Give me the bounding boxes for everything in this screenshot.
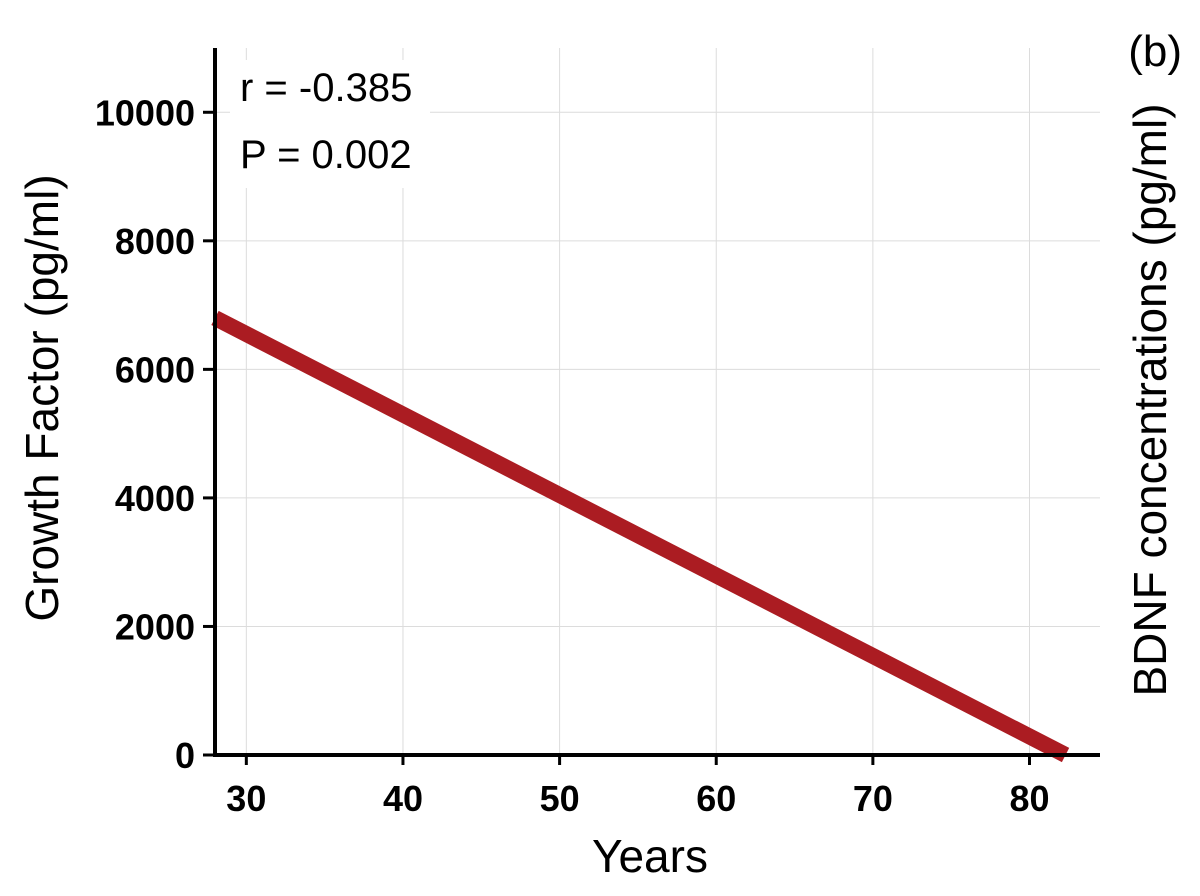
y-tick-label: 2000: [115, 606, 195, 647]
x-tick-label: 70: [853, 778, 893, 819]
x-axis-title: Years: [592, 830, 708, 882]
axes: [213, 48, 1100, 757]
panel-label: (b): [1128, 27, 1182, 76]
y-tick-label: 10000: [95, 92, 195, 133]
regression-line: [211, 310, 1070, 763]
annotation-background: [230, 60, 430, 188]
x-tick-label: 40: [383, 778, 423, 819]
y-tick-label: 0: [175, 735, 195, 776]
y-tick-label: 6000: [115, 349, 195, 390]
y-axis-title: Growth Factor (pg/ml): [16, 174, 68, 621]
x-axis-ticks: 30 40 50 60 70 80: [226, 755, 1050, 819]
y-tick-label: 4000: [115, 478, 195, 519]
y-axis-ticks: 0 2000 4000 6000 8000 10000: [95, 92, 215, 776]
y-tick-label: 8000: [115, 221, 195, 262]
x-tick-label: 50: [540, 778, 580, 819]
plot-series: [211, 310, 1070, 763]
x-tick-label: 60: [696, 778, 736, 819]
p-value-annotation: P = 0.002: [240, 133, 412, 177]
x-tick-label: 80: [1009, 778, 1049, 819]
x-tick-label: 30: [226, 778, 266, 819]
right-axis-title: BDNF concentrations (pg/ml): [1124, 103, 1176, 696]
correlation-annotation: r = -0.385: [240, 66, 412, 110]
